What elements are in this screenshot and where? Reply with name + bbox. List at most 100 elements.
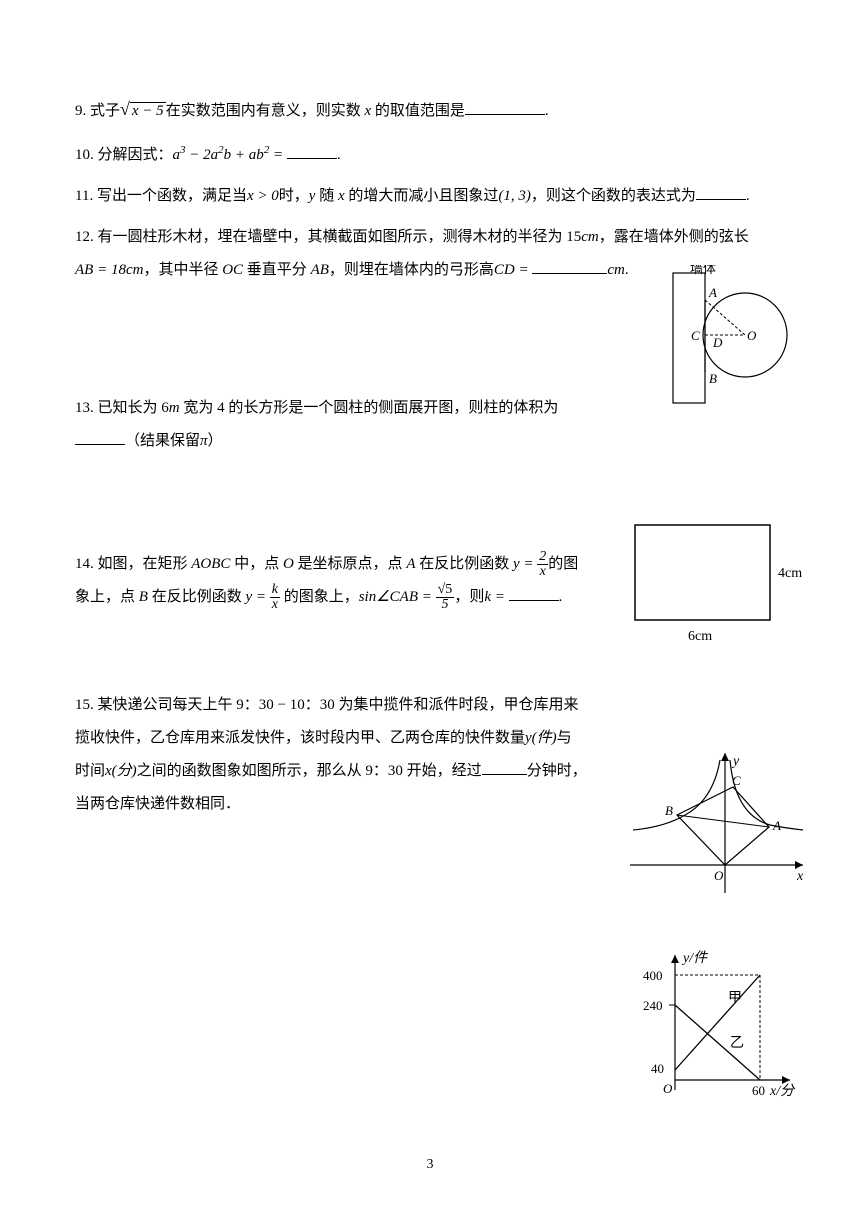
- q12-t3: ，其中半径: [143, 262, 222, 278]
- q14-b: B: [139, 589, 148, 605]
- q11-t1: 写出一个函数，满足当: [97, 188, 247, 204]
- fig15-60: 60: [752, 1083, 765, 1098]
- q14-t5: 的图: [548, 556, 578, 572]
- fig14-C: C: [732, 773, 741, 788]
- q14-frac3: √55: [436, 583, 455, 612]
- page-number: 3: [0, 1150, 860, 1181]
- q13-t1: 已知长为 6: [98, 400, 169, 416]
- q15-t5: 之间的函数图象如图所示，那么从 9：30 开始，经过: [137, 763, 482, 779]
- question-10: 10. 分解因式：a3 − 2a2b + ab2 = .: [75, 138, 785, 172]
- q14-t9: ，则: [454, 589, 484, 605]
- q15-num: 15.: [75, 697, 98, 713]
- q14-k: k =: [484, 589, 508, 605]
- q13-blank[interactable]: [75, 428, 125, 445]
- q14-t7: 在反比例函数: [148, 589, 246, 605]
- q12-t4: 垂直平分: [243, 262, 311, 278]
- q11-cond: x > 0: [247, 188, 279, 204]
- q12-cd: CD =: [494, 262, 532, 278]
- q10-t2: .: [337, 147, 341, 163]
- q13-pi: π: [200, 433, 208, 449]
- q10-t1: 分解因式：: [98, 147, 173, 163]
- figure-q13: 6cm 4cm: [630, 515, 805, 668]
- q14-t8: 的图象上，: [280, 589, 359, 605]
- question-14: 14. 如图，在矩形 AOBC 中，点 O 是坐标原点，点 A 在反比例函数 y…: [75, 548, 665, 614]
- fig13-h: 4cm: [778, 566, 802, 581]
- q15-t6: 分钟时，: [527, 763, 587, 779]
- q9-sqrt: x − 5: [130, 102, 166, 119]
- q14-frac1: 2x: [537, 550, 548, 579]
- q12-num: 12.: [75, 229, 98, 245]
- q11-num: 11.: [75, 188, 97, 204]
- q14-blank[interactable]: [509, 584, 559, 601]
- q9-blank[interactable]: [465, 99, 545, 116]
- q9-t2: 在实数范围内有意义，则实数: [166, 103, 365, 119]
- fig12-B: B: [709, 371, 717, 386]
- fig15-400: 400: [643, 968, 663, 983]
- fig15-O: O: [663, 1081, 673, 1096]
- q9-t3: 的取值范围是: [371, 103, 465, 119]
- q14-frac2: kx: [270, 583, 280, 612]
- q12-cm2: cm: [607, 262, 625, 278]
- fig12-C: C: [691, 328, 700, 343]
- fig15-xlabel: x/分: [769, 1083, 796, 1099]
- q12-cm1: cm: [581, 229, 599, 245]
- fig14-y: y: [731, 754, 740, 769]
- q9-t4: .: [545, 103, 549, 119]
- q15-t7: 当两仓库快递件数相同．: [75, 796, 240, 812]
- q10-expr: a3 − 2a2b + ab2 =: [173, 147, 287, 163]
- q11-point: (1, 3): [498, 188, 531, 204]
- figure-q14: y x A B C O: [625, 745, 810, 913]
- figure-q15: 400 240 40 60 O y/件 x/分 甲 乙: [635, 945, 805, 1118]
- fig14-A: A: [772, 818, 781, 833]
- q11-x: x: [338, 188, 345, 204]
- q10-blank[interactable]: [287, 142, 337, 159]
- q14-aobc: AOBC: [191, 556, 230, 572]
- fig15-240: 240: [643, 998, 663, 1013]
- fig12-wall-label: 墙体: [690, 265, 716, 276]
- fig15-yi: 乙: [730, 1035, 744, 1051]
- question-9: 9. 式子√x − 5在实数范围内有意义，则实数 x 的取值范围是.: [75, 90, 785, 130]
- fig15-jia: 甲: [728, 991, 742, 1006]
- q14-fn1l: y =: [513, 556, 537, 572]
- q12-oc: OC: [222, 262, 243, 278]
- q13-t2: 宽为 4 的长方形是一个圆柱的侧面展开图，则柱的体积为: [180, 400, 559, 416]
- q9-t1: 式子: [90, 103, 120, 119]
- question-11: 11. 写出一个函数，满足当x > 0时，y 随 x 的增大而减小且图象过(1,…: [75, 180, 785, 213]
- fig12-O: O: [747, 328, 757, 343]
- q12-blank[interactable]: [532, 257, 607, 274]
- q15-t4: 时间: [75, 763, 105, 779]
- q13-t3: （结果保留: [125, 433, 200, 449]
- fig12-D: D: [712, 335, 723, 350]
- q11-t5: ，则这个函数的表达式为: [531, 188, 696, 204]
- q11-t4: 的增大而减小且图象过: [345, 188, 499, 204]
- q14-t3: 是坐标原点，点: [294, 556, 407, 572]
- q11-t3: 随: [315, 188, 338, 204]
- figure-q12: 墙体 A B C D O: [655, 265, 805, 428]
- q15-t2: 揽收快件，乙仓库用来派发快件，该时段内甲、乙两仓库的快件数量: [75, 730, 525, 746]
- q10-num: 10.: [75, 147, 98, 163]
- q15-yf: y(件): [525, 730, 557, 746]
- fig15-ylabel: y/件: [681, 950, 708, 966]
- q12-ab2: AB: [311, 262, 329, 278]
- q14-t2: 中，点: [230, 556, 283, 572]
- fig15-40: 40: [651, 1061, 664, 1076]
- fig12-A: A: [708, 285, 717, 300]
- q14-sin: sin∠CAB =: [359, 589, 436, 605]
- q11-blank[interactable]: [696, 183, 746, 200]
- question-15: 15. 某快递公司每天上午 9：30 − 10：30 为集中揽件和派件时段，甲仓…: [75, 689, 665, 821]
- q14-t10: .: [559, 589, 563, 605]
- q14-fn2l: y =: [245, 589, 269, 605]
- q12-t1: 有一圆柱形木材，埋在墙壁中，其横截面如图所示，测得木材的半径为 15: [98, 229, 582, 245]
- q14-o: O: [283, 556, 294, 572]
- q13-num: 13.: [75, 400, 98, 416]
- q9-num: 9.: [75, 103, 90, 119]
- q15-blank[interactable]: [482, 758, 527, 775]
- fig14-O: O: [714, 868, 724, 883]
- q13-t4: ）: [208, 433, 223, 449]
- q12-t2: ，露在墙体外侧的弦长: [599, 229, 749, 245]
- q12-t6: .: [625, 262, 629, 278]
- q11-t6: .: [746, 188, 750, 204]
- q11-t2: 时，: [279, 188, 309, 204]
- question-13: 13. 已知长为 6m 宽为 4 的长方形是一个圆柱的侧面展开图，则柱的体积为 …: [75, 392, 675, 458]
- sqrt-icon: √x − 5: [120, 90, 166, 130]
